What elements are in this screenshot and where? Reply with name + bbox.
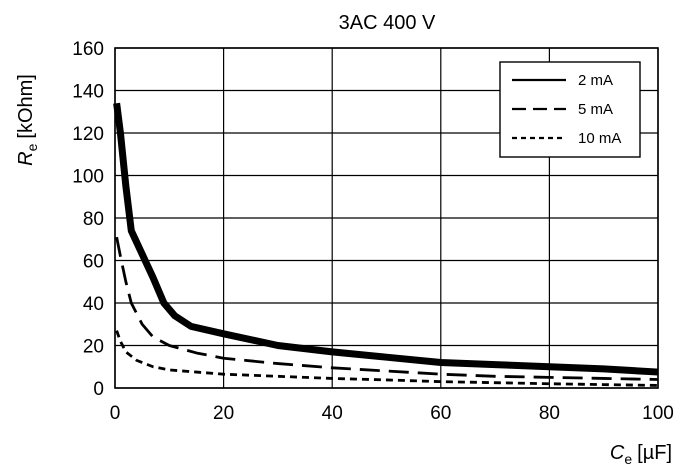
y-tick-label-4: 80: [83, 209, 104, 230]
series-line-1: [115, 236, 659, 381]
x-tick-label-4: 80: [539, 403, 560, 424]
series-lines: [113, 102, 659, 387]
series-line-2: [115, 330, 659, 387]
x-tick-label-1: 20: [213, 403, 234, 424]
chart-title: 3AC 400 V: [339, 12, 436, 34]
y-tick-label-0: 0: [93, 379, 104, 400]
legend: 2 mA 5 mA 10 mA: [499, 61, 641, 158]
x-tick-label-5: 100: [642, 403, 674, 424]
plot-border: [114, 47, 659, 389]
y-axis-subscript: e: [24, 143, 40, 151]
x-axis-unit: [µF]: [637, 442, 672, 464]
x-tick-label-0: 0: [110, 403, 121, 424]
y-tick-label-5: 100: [72, 167, 104, 188]
y-tick-label-6: 120: [72, 124, 104, 145]
y-tick-label-2: 40: [83, 294, 104, 315]
y-axis-label: Re [kOhm]: [15, 74, 40, 166]
y-tick-labels: 0 20 40 60 80 100 120 140 160: [72, 39, 104, 400]
y-tick-label-7: 140: [72, 82, 104, 103]
plot-frame: [114, 47, 659, 389]
x-tick-label-3: 60: [430, 403, 451, 424]
legend-label-2: 10 mA: [578, 130, 621, 147]
y-tick-label-1: 20: [83, 337, 104, 358]
x-axis-subscript: e: [624, 451, 632, 467]
y-tick-label-8: 160: [72, 39, 104, 60]
series-line-0: [113, 102, 659, 376]
x-axis-label: Ce [µF]: [610, 442, 672, 467]
legend-label-1: 5 mA: [578, 101, 613, 118]
y-axis-unit: [kOhm]: [15, 74, 37, 138]
x-tick-labels: 0 20 40 60 80 100: [110, 403, 674, 424]
y-tick-label-3: 60: [83, 252, 104, 273]
x-tick-label-2: 40: [322, 403, 343, 424]
x-axis-symbol: C: [610, 442, 625, 464]
legend-label-0: 2 mA: [578, 72, 613, 89]
y-axis-symbol: R: [15, 151, 37, 165]
